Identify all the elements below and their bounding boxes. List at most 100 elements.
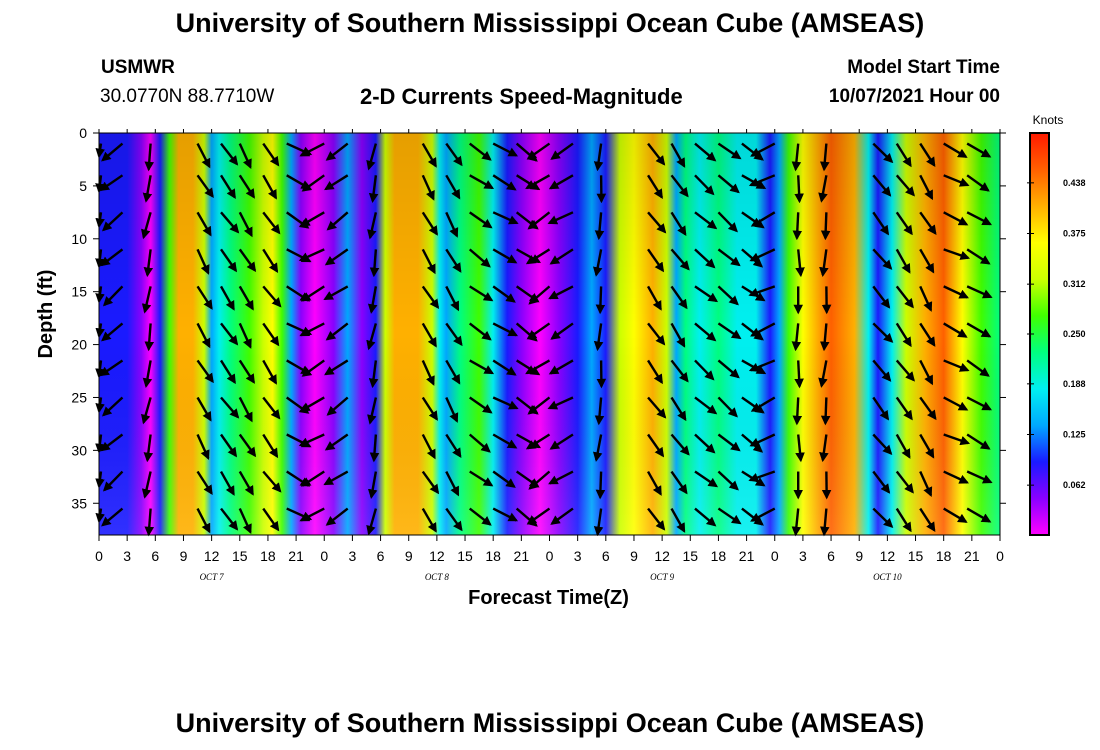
current-vector	[895, 211, 913, 236]
current-vector	[141, 471, 152, 499]
current-vector	[366, 143, 378, 171]
current-vector	[219, 470, 235, 496]
current-vector	[468, 322, 492, 341]
current-vector	[367, 286, 378, 314]
current-vector	[966, 174, 990, 192]
current-vector	[818, 360, 828, 388]
current-vector	[99, 174, 124, 192]
current-vector	[492, 248, 518, 264]
colorbar-tick-label: 0.188	[1063, 379, 1086, 389]
current-vector	[748, 285, 776, 297]
current-vector	[943, 142, 968, 158]
current-vector	[717, 322, 742, 340]
current-vector	[469, 285, 494, 302]
current-vector	[421, 433, 436, 460]
current-vector	[527, 396, 551, 415]
depth-shading	[99, 133, 1000, 535]
current-vector	[966, 396, 992, 411]
x-tick-label: 6	[377, 548, 385, 564]
current-vector	[492, 174, 517, 191]
current-vector	[525, 174, 551, 190]
x-tick-label: 18	[260, 548, 276, 564]
x-tick-label: 3	[574, 548, 582, 564]
current-vector	[492, 359, 517, 376]
x-tick-label: 21	[739, 548, 755, 564]
current-vector	[550, 322, 574, 340]
current-vector	[694, 470, 719, 488]
current-vector	[548, 359, 574, 375]
x-tick-label: 21	[514, 548, 530, 564]
y-tick-label: 10	[71, 231, 87, 247]
day-label: OCT 7	[200, 572, 225, 582]
current-vector	[238, 359, 255, 384]
current-vector	[943, 507, 968, 523]
x-tick-label: 9	[180, 548, 188, 564]
current-vector	[300, 396, 325, 412]
current-vector	[421, 507, 437, 533]
current-vector	[943, 396, 969, 411]
current-vector	[238, 396, 253, 423]
current-vector	[717, 211, 738, 233]
x-tick-label: 0	[95, 548, 103, 564]
current-vector	[919, 322, 936, 347]
current-vector	[324, 433, 349, 451]
current-vector	[492, 211, 519, 225]
current-vector	[527, 211, 551, 230]
y-tick-label: 35	[71, 495, 87, 511]
current-vector	[872, 142, 894, 164]
current-vector	[550, 142, 574, 160]
current-vector	[550, 507, 574, 525]
current-vector	[943, 248, 971, 260]
current-vector	[468, 433, 491, 453]
current-vector	[492, 507, 519, 522]
current-vector	[525, 248, 551, 265]
current-vector	[445, 359, 461, 385]
current-vector	[262, 396, 281, 420]
current-vector	[469, 211, 493, 229]
current-vector	[872, 211, 890, 236]
current-vector	[492, 470, 516, 488]
day-label: OCT 9	[650, 572, 675, 582]
current-vector	[144, 323, 155, 352]
y-tick-label: 15	[71, 284, 87, 300]
current-vector	[528, 470, 551, 490]
current-vector	[300, 470, 325, 487]
current-vector	[647, 211, 667, 234]
current-vector	[919, 507, 936, 533]
current-vector	[298, 433, 325, 447]
x-axis-label: Forecast Time(Z)	[468, 587, 629, 609]
current-vector	[895, 248, 911, 274]
current-vector	[238, 248, 257, 273]
x-tick-label: 9	[855, 548, 863, 564]
x-tick-label: 12	[204, 548, 220, 564]
current-vector	[324, 359, 349, 376]
current-vector	[262, 174, 278, 200]
current-vector	[528, 285, 551, 305]
current-vector	[750, 211, 776, 227]
current-vector	[966, 248, 991, 265]
current-vector	[299, 322, 325, 337]
current-vector	[647, 174, 663, 199]
current-vector	[966, 359, 990, 377]
current-vector	[492, 322, 519, 337]
current-vector	[144, 143, 155, 172]
current-vector	[525, 433, 551, 450]
x-tick-label: 0	[771, 548, 779, 564]
y-tick-label: 25	[71, 389, 87, 405]
current-vector	[595, 286, 606, 315]
current-vector	[366, 323, 378, 351]
current-vector	[219, 174, 236, 199]
current-vector	[196, 508, 211, 534]
day-label: OCT 8	[425, 572, 450, 582]
current-vector	[469, 470, 494, 487]
current-vector	[750, 396, 776, 412]
current-vector	[526, 507, 551, 525]
current-vector	[872, 248, 893, 270]
current-vector	[143, 249, 154, 278]
current-vector	[492, 396, 519, 410]
current-vector	[141, 286, 152, 314]
current-vector	[647, 396, 667, 419]
current-vector	[326, 211, 349, 231]
current-vector	[594, 212, 605, 241]
current-vector	[895, 433, 911, 459]
